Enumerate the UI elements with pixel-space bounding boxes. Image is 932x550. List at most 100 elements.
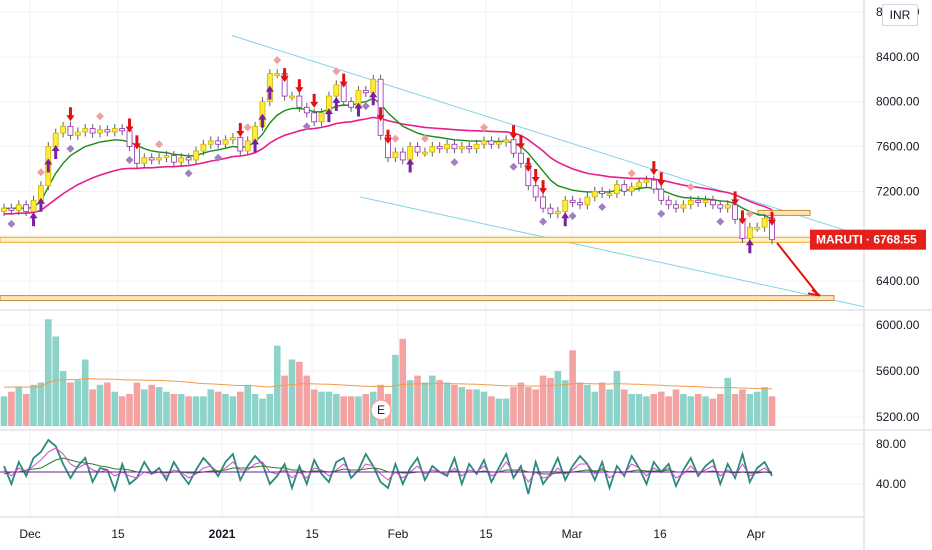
fractal-marker [509, 162, 518, 171]
candle-body [414, 146, 421, 153]
candle-body [333, 84, 340, 97]
candle-body [732, 204, 738, 220]
volume-bar [266, 394, 274, 426]
candle-body [89, 128, 96, 134]
volume-bar [657, 391, 665, 426]
fractal-marker [539, 217, 548, 226]
volume-bar [547, 377, 554, 426]
candle-body [111, 128, 118, 133]
volume-bar [436, 380, 443, 426]
fractal-marker [745, 209, 754, 218]
volume-bar [724, 377, 731, 426]
fractal-marker [184, 169, 193, 178]
volume-bar [163, 391, 170, 426]
candle-body [577, 202, 583, 206]
candle-body [60, 125, 66, 134]
volume-bar [288, 359, 296, 426]
buy-arrow [258, 113, 267, 128]
volume-bar [510, 387, 517, 426]
volume-bar [613, 371, 621, 426]
fractal-marker [686, 182, 695, 191]
candle-body [185, 157, 192, 161]
volume-bar [96, 384, 104, 426]
sell-arrow [236, 122, 245, 137]
fractal-marker [243, 123, 252, 132]
candle-body [650, 179, 657, 190]
candle-body [74, 131, 81, 136]
volume-bar [532, 389, 539, 426]
sell-arrow [509, 125, 518, 140]
candle-body [451, 143, 458, 150]
volume-bar [229, 396, 237, 426]
fractal-marker [627, 169, 636, 178]
buy-arrow [745, 239, 754, 254]
earnings-marker[interactable]: E [370, 399, 392, 421]
candle-body [215, 140, 222, 145]
volume-tick-label: 5600.00 [876, 364, 920, 378]
candle-body [163, 155, 170, 159]
volume-bar [606, 389, 613, 426]
candle-body [606, 193, 613, 196]
fractal-marker [96, 112, 104, 121]
volume-bar [340, 396, 347, 426]
candle-body [636, 181, 642, 188]
buy-arrow [51, 145, 60, 160]
candle-body [717, 204, 724, 209]
support-lines [0, 209, 865, 302]
volume-bar [731, 394, 739, 426]
volume-bar [451, 384, 458, 426]
buy-arrow [324, 108, 333, 123]
candle-body [318, 112, 325, 123]
volume-bar [296, 361, 303, 426]
oscillator-tick-label: 40.00 [876, 477, 906, 491]
sell-arrow [649, 161, 658, 176]
volume-bar [251, 394, 259, 426]
sell-arrow [531, 168, 540, 183]
candle-body [473, 143, 480, 150]
candle-body [141, 157, 148, 164]
volume-bar [118, 396, 126, 426]
sell-arrow [384, 129, 392, 144]
volume-bar [392, 354, 399, 426]
volume-bar [643, 396, 650, 426]
volume-bar [753, 391, 761, 426]
fractal-marker [716, 217, 725, 226]
volume-bar [576, 382, 584, 426]
volume-bar [746, 394, 754, 426]
volume-bar [495, 398, 503, 426]
candle-body [377, 78, 384, 136]
price-badge-bg [810, 229, 926, 250]
oscillator-line [3, 447, 773, 483]
sell-arrow [539, 180, 548, 195]
candle-body [52, 132, 59, 147]
price-tick-label: 6400.00 [876, 274, 920, 288]
volume-bar [621, 389, 628, 426]
candle-body [584, 196, 591, 206]
volume-bar [89, 389, 96, 426]
volume-bar [170, 394, 178, 426]
volume-bar [52, 336, 59, 426]
sell-arrow [738, 210, 747, 225]
volume-bar [458, 387, 466, 426]
candle-body [488, 140, 495, 145]
candle-body [628, 186, 635, 192]
price-tick-label: 7600.00 [876, 140, 920, 154]
currency-selector[interactable]: INR [882, 4, 918, 26]
candle-body [569, 199, 576, 203]
volume-bar [37, 382, 45, 426]
volume-bar [717, 394, 724, 426]
volume-bar [406, 380, 414, 426]
volume-bar [502, 398, 510, 426]
volume-bar [584, 384, 591, 426]
fractal-marker [598, 203, 607, 212]
volume-bar [362, 394, 370, 426]
buy-arrow [36, 197, 45, 212]
candles [1, 56, 775, 245]
fractal-marker [361, 102, 370, 111]
volume-bar [347, 396, 355, 426]
price-tick-label: 8000.00 [876, 95, 920, 109]
volume-bar [207, 389, 215, 426]
volume-bar [569, 350, 576, 426]
candle-body [658, 188, 665, 201]
